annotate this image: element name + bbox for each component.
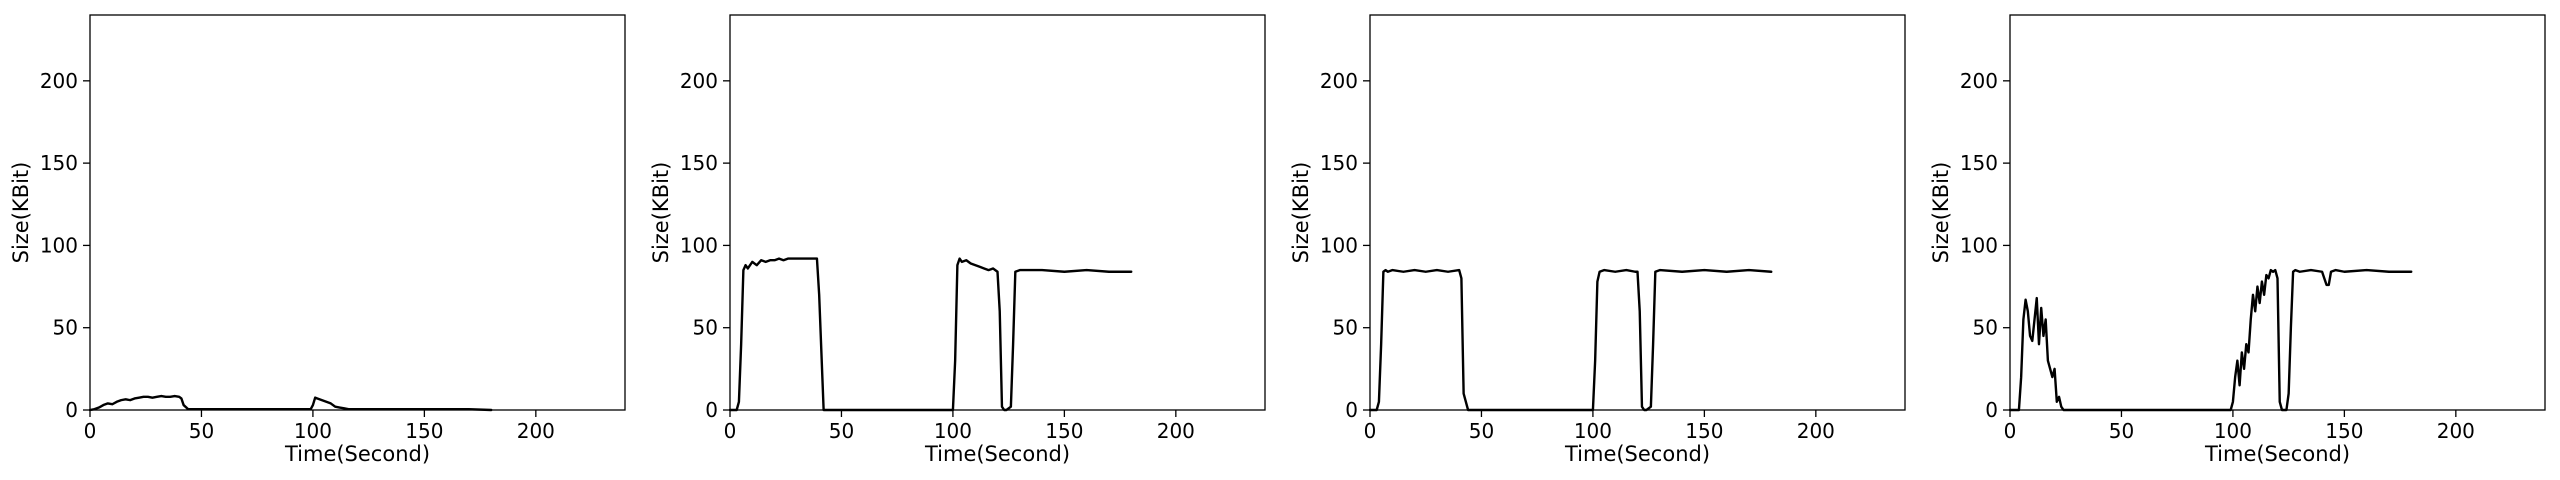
y-tick-label: 50 (1973, 316, 1998, 340)
y-tick-label: 100 (680, 233, 718, 257)
x-tick-label: 0 (1364, 419, 1377, 443)
series-line-1 (88, 394, 493, 412)
y-tick-label: 200 (40, 69, 78, 93)
plot-frame (2009, 14, 2546, 411)
y-tick-label: 100 (1960, 233, 1998, 257)
x-tick-label: 0 (84, 419, 97, 443)
series-line-1 (1368, 268, 1773, 412)
plot-frame (1369, 14, 1906, 411)
y-tick-label: 200 (680, 69, 718, 93)
x-axis-label: Time(Second) (924, 442, 1070, 466)
y-tick-label: 50 (693, 316, 718, 340)
x-tick-label: 150 (1685, 419, 1723, 443)
x-tick-label: 150 (1045, 419, 1083, 443)
x-axis-label: Time(Second) (284, 442, 430, 466)
x-tick-label: 200 (2437, 419, 2475, 443)
y-axis-label: Size(KBit) (1929, 162, 1953, 264)
chart-panel-1: 0 50 100 150 200 0 50 100 150 200 Time(Second) Size… (9, 14, 626, 466)
x-tick-label: 100 (2214, 419, 2252, 443)
series-line-1 (2008, 268, 2413, 412)
x-axis-label: Time(Second) (2204, 442, 2350, 466)
y-tick-label: 150 (1960, 151, 1998, 175)
y-tick-label: 0 (1345, 398, 1358, 422)
y-tick-label: 0 (1985, 398, 1998, 422)
y-tick-label: 0 (65, 398, 78, 422)
x-tick-label: 0 (2004, 419, 2017, 443)
x-tick-label: 50 (2109, 419, 2134, 443)
plot-frame (729, 14, 1266, 411)
x-tick-label: 200 (1797, 419, 1835, 443)
x-tick-label: 100 (1574, 419, 1612, 443)
series-line-1 (728, 257, 1133, 412)
y-tick-label: 150 (680, 151, 718, 175)
x-tick-label: 150 (405, 419, 443, 443)
y-tick-label: 0 (705, 398, 718, 422)
y-tick-label: 150 (1320, 151, 1358, 175)
x-tick-label: 50 (829, 419, 854, 443)
x-tick-label: 100 (934, 419, 972, 443)
x-tick-label: 50 (189, 419, 214, 443)
y-tick-label: 200 (1960, 69, 1998, 93)
plot-frame (89, 14, 626, 411)
x-tick-label: 100 (294, 419, 332, 443)
chart-panel-2: 0 50 100 150 200 0 50 100 150 200 Time(Second) Size… (649, 14, 1266, 466)
chart-panel-4: 0 50 100 150 200 0 50 100 150 200 Time(Second) Size… (1929, 14, 2546, 466)
y-tick-label: 50 (53, 316, 78, 340)
y-tick-label: 200 (1320, 69, 1358, 93)
y-axis-label: Size(KBit) (9, 162, 33, 264)
x-tick-label: 200 (517, 419, 555, 443)
y-tick-label: 100 (40, 233, 78, 257)
x-tick-label: 50 (1469, 419, 1494, 443)
y-tick-label: 100 (1320, 233, 1358, 257)
y-tick-label: 50 (1333, 316, 1358, 340)
x-tick-label: 0 (724, 419, 737, 443)
x-axis-label: Time(Second) (1564, 442, 1710, 466)
x-tick-label: 150 (2325, 419, 2363, 443)
y-tick-label: 150 (40, 151, 78, 175)
y-axis-label: Size(KBit) (649, 162, 673, 264)
x-tick-label: 200 (1157, 419, 1195, 443)
y-axis-label: Size(KBit) (1289, 162, 1313, 264)
chart-panel-3: 0 50 100 150 200 0 50 100 150 200 Time(Second) Size… (1289, 14, 1906, 466)
